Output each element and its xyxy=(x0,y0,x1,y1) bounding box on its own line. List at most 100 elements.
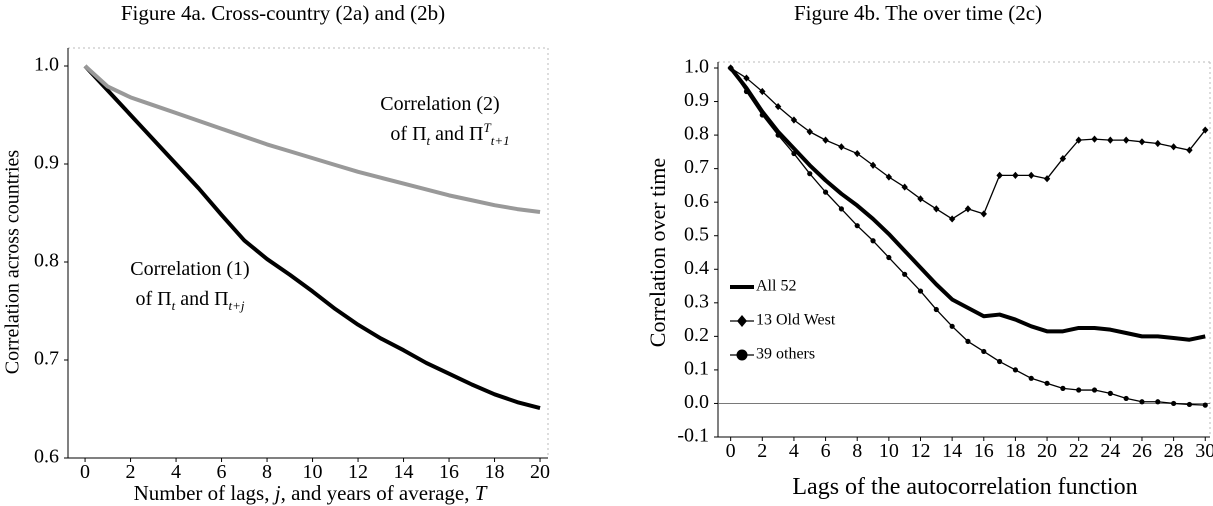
x-axis-label: Number of lags, j, and years of average,… xyxy=(134,481,488,505)
x-tick-label: 8 xyxy=(262,461,272,483)
point xyxy=(1122,136,1130,144)
annotation-part: of Π xyxy=(390,123,426,145)
chart-title: Figure 4a. Cross-country (2a) and (2b) xyxy=(121,1,445,25)
x-tick-label: 12 xyxy=(348,461,368,483)
y-tick-label: -0.1 xyxy=(677,425,709,447)
point xyxy=(854,149,861,158)
y-tick-label: 0.8 xyxy=(684,123,709,145)
point xyxy=(822,189,829,195)
point xyxy=(838,143,845,151)
x-label-part: , and years of average, xyxy=(281,481,475,505)
point xyxy=(1171,400,1177,407)
point xyxy=(917,288,924,294)
annotation: of Πt and Πt+j xyxy=(135,288,244,313)
point xyxy=(902,271,908,277)
point xyxy=(1123,395,1129,402)
x-tick-label: 14 xyxy=(394,461,414,483)
annotation-part: and Π xyxy=(175,288,228,310)
point xyxy=(1202,402,1208,408)
y-tick-label: 1.0 xyxy=(34,54,59,76)
annotations-a: Correlation (2) of Πt and ΠTt+1 Correlat… xyxy=(130,93,509,313)
y-tick-label: 0.5 xyxy=(684,223,709,245)
y-tick-label: 0.9 xyxy=(684,89,709,111)
point xyxy=(728,65,734,71)
annotation: Correlation (1) xyxy=(130,258,249,280)
x-tick-label: 14 xyxy=(942,440,962,462)
x-tick-label: 16 xyxy=(439,461,459,483)
point xyxy=(964,205,972,213)
y-tick-label: 0.6 xyxy=(34,446,59,468)
point xyxy=(886,254,892,261)
x-tick-label: 8 xyxy=(852,440,862,462)
annotation-sub: t+j xyxy=(229,298,245,313)
annotation-sub: t xyxy=(427,133,431,148)
x-tick-label: 22 xyxy=(1069,440,1089,462)
point xyxy=(743,74,750,82)
annotation-sub: t+1 xyxy=(491,133,510,148)
x-tick-label: 6 xyxy=(217,461,227,483)
point xyxy=(1154,139,1161,148)
point xyxy=(1138,138,1146,146)
point xyxy=(807,171,813,177)
series-line xyxy=(83,64,541,215)
point xyxy=(1044,380,1050,386)
point xyxy=(1155,399,1161,405)
point xyxy=(1043,175,1051,183)
annotation: of Πt and ΠTt+1 xyxy=(390,120,509,148)
x-tick-label: 24 xyxy=(1100,440,1120,462)
point xyxy=(996,358,1003,365)
point xyxy=(759,112,765,118)
point xyxy=(948,215,956,223)
legend-label: 39 others xyxy=(756,346,815,363)
x-tick-label: 30 xyxy=(1195,440,1213,462)
x-tick-label: 20 xyxy=(1037,440,1057,462)
annotation-part: of Π xyxy=(135,288,171,310)
point xyxy=(1107,390,1113,396)
point xyxy=(980,210,987,218)
x-tick-label: 2 xyxy=(757,440,767,462)
point xyxy=(1202,126,1209,134)
x-tick-label: 6 xyxy=(821,440,831,462)
point xyxy=(1091,135,1098,143)
y-tick-label: 0.7 xyxy=(684,156,709,178)
point xyxy=(1059,154,1067,163)
y-tick-label: 1.0 xyxy=(684,56,709,78)
x-tick-label: 20 xyxy=(530,461,550,483)
point xyxy=(901,183,908,191)
point xyxy=(806,128,813,136)
y-tick-label: 0.7 xyxy=(34,348,59,370)
x-tick-label: 12 xyxy=(910,440,930,462)
y-axis-label: Correlation over time xyxy=(645,158,670,347)
x-tick-label: 4 xyxy=(789,440,799,462)
point xyxy=(1012,367,1019,373)
point xyxy=(1107,136,1114,144)
point xyxy=(1186,146,1193,154)
point xyxy=(790,116,798,124)
x-tick-label: 4 xyxy=(171,461,181,483)
y-tick-label: 0.4 xyxy=(684,257,709,279)
point xyxy=(1028,171,1035,179)
point xyxy=(775,132,781,138)
point xyxy=(1076,387,1082,393)
point xyxy=(870,238,876,244)
chart: Figure 4b. The over time (2c) Correlation… xyxy=(645,1,1213,500)
point xyxy=(822,136,829,144)
y-tick-label: 0.9 xyxy=(34,152,59,174)
point xyxy=(743,88,750,95)
point xyxy=(1028,375,1034,381)
point xyxy=(869,161,877,169)
x-label-part: j xyxy=(272,481,281,505)
annotation-sup: T xyxy=(483,120,491,135)
point xyxy=(791,150,797,157)
annotation-part: and Π xyxy=(430,123,483,145)
x-axis-label: Lags of the autocorrelation function xyxy=(792,474,1137,500)
x-tick-label: 2 xyxy=(126,461,136,483)
x-tick-label: 0 xyxy=(80,461,90,483)
x-tick-label: 16 xyxy=(974,440,994,462)
x-tick-label: 10 xyxy=(879,440,899,462)
point xyxy=(1012,171,1019,179)
point xyxy=(1091,387,1098,393)
point xyxy=(838,206,844,212)
